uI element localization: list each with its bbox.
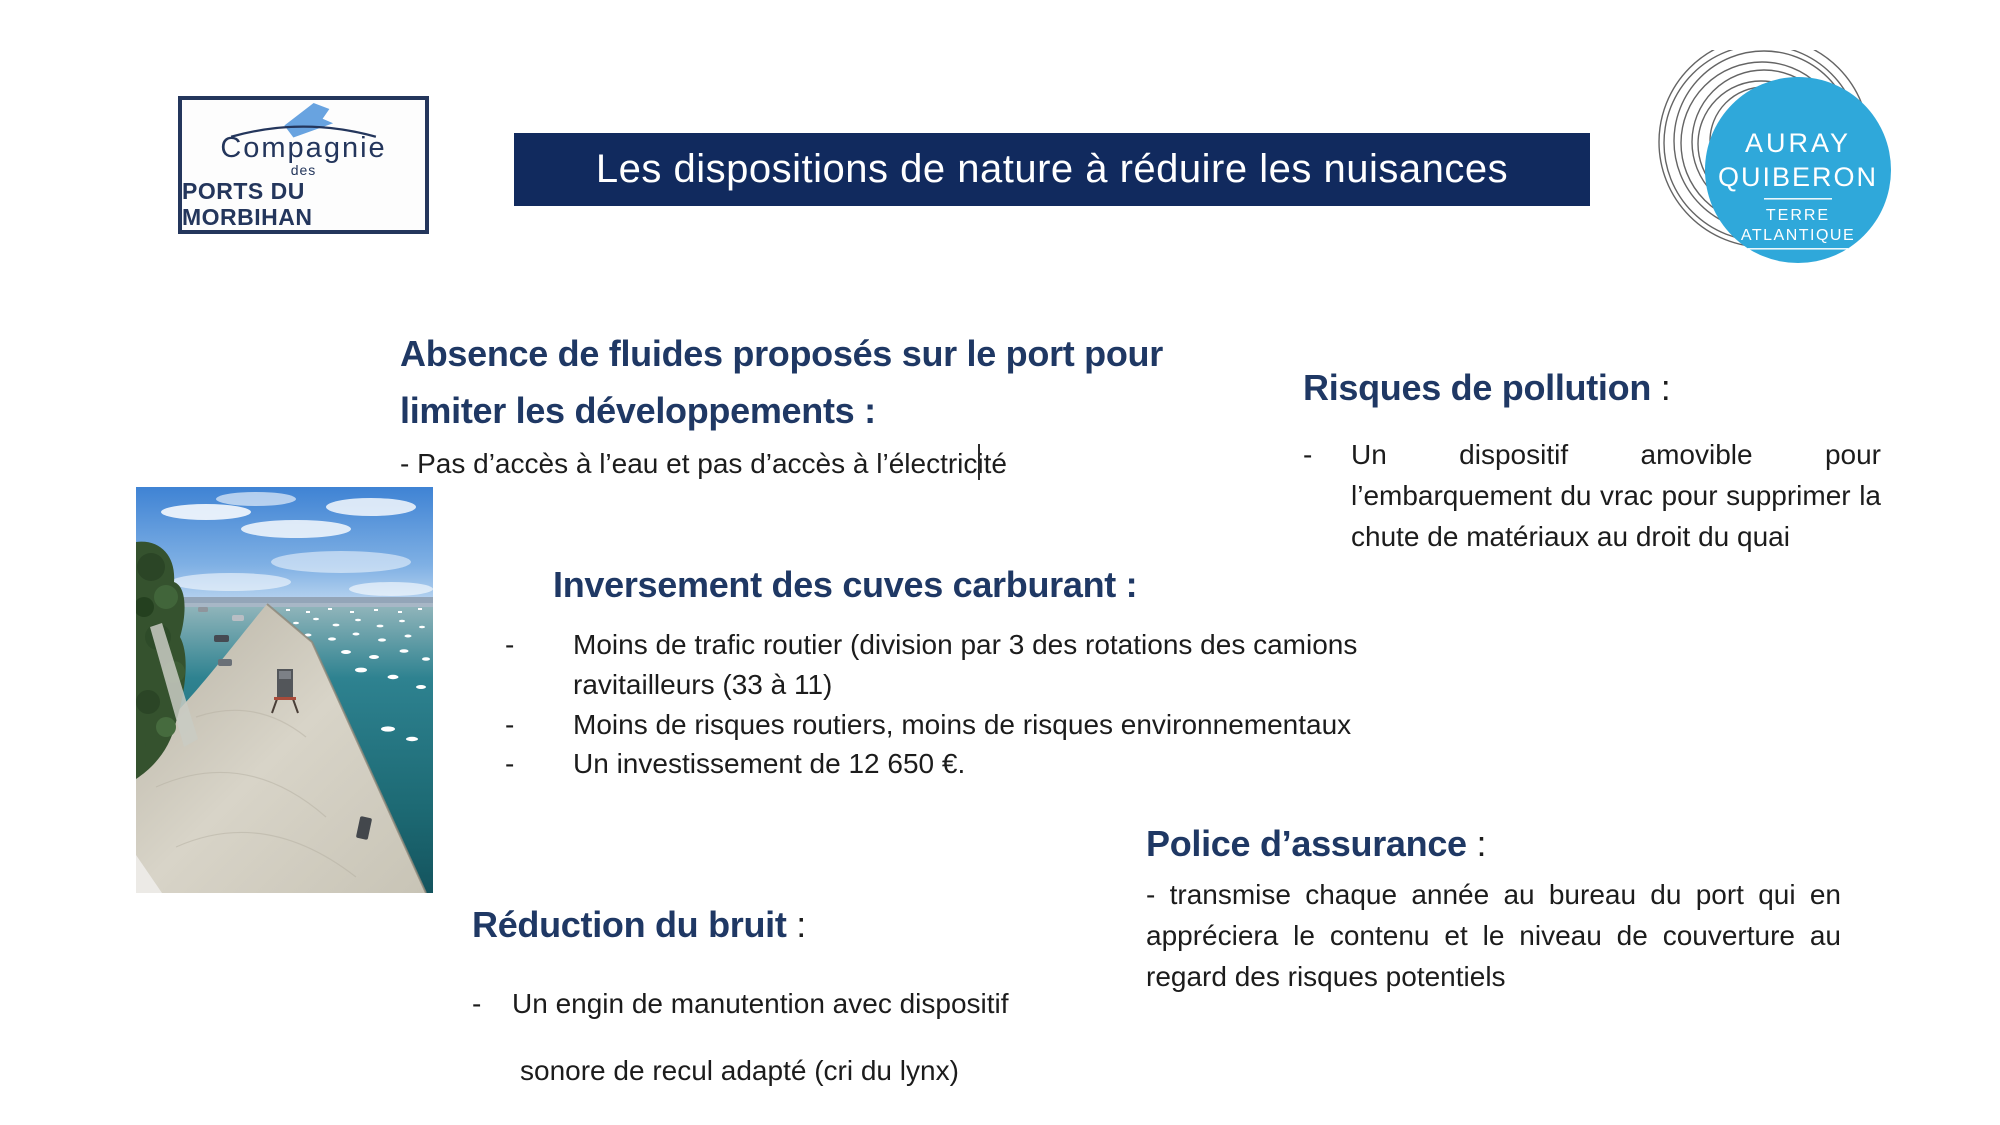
ports-logo-flag-icon <box>230 103 377 138</box>
absence-body: - Pas d’accès à l’eau et pas d’accès à l… <box>400 447 1007 479</box>
path <box>150 623 198 747</box>
clouds <box>161 492 433 596</box>
bullet-dash: - <box>505 708 515 740</box>
bullet-dash: - <box>505 629 515 660</box>
reduction-heading-colon: : <box>786 904 806 945</box>
inversement-bullet-2: Moins de risques routiers, moins de risq… <box>573 708 1352 740</box>
parked-cars <box>198 607 244 666</box>
ports-logo-line3: PORTS DU MORBIHAN <box>182 178 313 230</box>
concrete-quay <box>136 604 426 893</box>
bullet-dash: - <box>505 748 515 780</box>
bullet-dash: - <box>472 988 482 1020</box>
list-item: - Moins de risques routiers, moins de ri… <box>505 705 1413 745</box>
aqta-line3: TERRE <box>1766 207 1830 224</box>
inversement-bullet-1: Moins de trafic routier (division par 3 … <box>573 629 1358 700</box>
corner-wedge <box>136 855 162 893</box>
ports-logo-line2: des <box>290 162 317 178</box>
slide-title-banner: Les dispositions de nature à réduire les… <box>514 133 1590 206</box>
risques-bullet: - Un dispositif amovible pour l’embarque… <box>1303 435 1881 558</box>
police-body: - transmise chaque année au bureau du po… <box>1146 879 1841 992</box>
slide-title: Les dispositions de nature à réduire les… <box>595 147 1509 191</box>
aqta-divider-bottom <box>1748 248 1848 250</box>
reduction-bullet: - Un engin de manutention avec dispositi… <box>472 986 1092 1022</box>
reduction-heading-text: Réduction du bruit <box>472 904 787 945</box>
list-item: - Un investissement de 12 650 €. <box>505 744 1413 784</box>
ports-logo-line1: Compagnie <box>220 132 387 164</box>
police-heading-colon: : <box>1466 823 1487 864</box>
section-police-assurance: Police d’assurance : - transmise chaque … <box>1146 822 1841 998</box>
bullet-dash: - <box>1303 439 1313 471</box>
inversement-heading: Inversement des cuves carburant : <box>553 563 1253 606</box>
vehicle <box>356 816 372 840</box>
list-item: - Moins de trafic routier (division par … <box>505 625 1413 705</box>
aqta-line2: QUIBERON <box>1718 162 1878 192</box>
ports-du-morbihan-logo: Compagnie des PORTS DU MORBIHAN <box>178 96 429 234</box>
inversement-bullet-3: Un investissement de 12 650 €. <box>573 748 966 780</box>
reduction-heading: Réduction du bruit : <box>472 903 1092 946</box>
arc-shape <box>230 125 377 138</box>
police-heading-text: Police d’assurance <box>1146 823 1467 864</box>
aqta-line4: ATLANTIQUE <box>1741 227 1855 244</box>
risques-heading: Risques de pollution : <box>1303 366 1881 409</box>
text-cursor <box>978 444 980 480</box>
inversement-heading-text: Inversement des cuves carburant : <box>553 564 1138 605</box>
flag-shape <box>284 103 334 138</box>
section-reduction-du-bruit: Réduction du bruit : - Un engin de manut… <box>472 903 1092 1089</box>
reduction-bullet-line2: sonore de recul adapté (cri du lynx) <box>520 1054 959 1086</box>
risques-heading-text: Risques de pollution <box>1303 367 1652 408</box>
police-heading: Police d’assurance : <box>1146 822 1841 865</box>
section-absence-de-fluides: Absence de fluides proposés sur le port … <box>400 326 1200 484</box>
port-photo-illustration <box>134 487 433 894</box>
aqta-blue-circle <box>1705 77 1891 263</box>
section-inversement-list: - Moins de trafic routier (division par … <box>505 625 1413 784</box>
quay-texture <box>155 709 357 878</box>
port-quay-aerial-photo <box>134 487 433 894</box>
crane <box>271 669 299 714</box>
auray-quiberon-logo-icon: AURAY QUIBERON TERRE ATLANTIQUE <box>1658 36 1891 263</box>
absence-heading-text: Absence de fluides proposés sur le port … <box>400 333 1163 431</box>
marina-boats <box>286 608 430 742</box>
absence-heading: Absence de fluides proposés sur le port … <box>400 326 1200 440</box>
risques-heading-colon: : <box>1651 367 1671 408</box>
aqta-divider-top <box>1764 198 1832 200</box>
aqta-line1: AURAY <box>1745 128 1851 158</box>
auray-quiberon-logo: AURAY QUIBERON TERRE ATLANTIQUE <box>1652 36 1896 278</box>
risques-bullet-text: Un dispositif amovible pour l’embarqueme… <box>1351 439 1881 552</box>
absence-heading-colon: : <box>854 389 876 431</box>
section-risques-de-pollution: Risques de pollution : - Un dispositif a… <box>1303 366 1881 558</box>
reduction-bullet-line1: Un engin de manutention avec dispositif <box>512 988 1009 1020</box>
